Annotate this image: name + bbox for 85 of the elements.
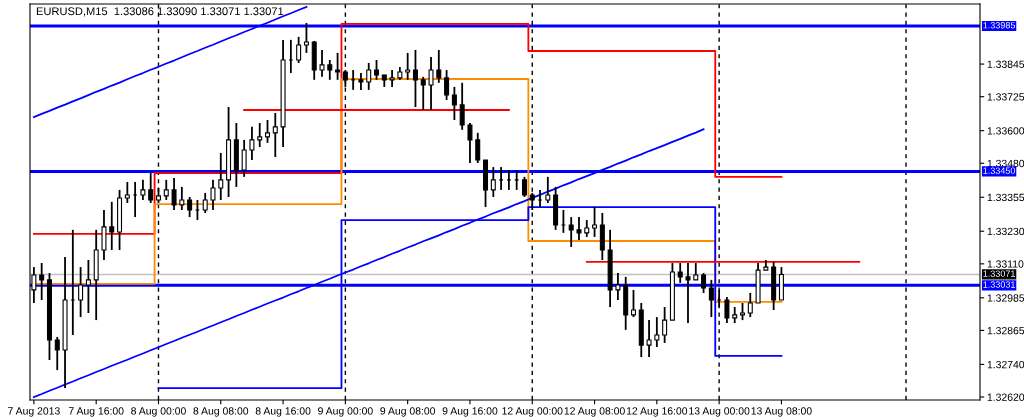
y-tick-label: 1.32865 [987,326,1024,335]
candlestick [335,52,341,81]
y-tick-label: 1.33725 [987,93,1024,101]
x-tick-label: 9 Aug 16:00 [442,407,498,417]
candlestick [490,166,496,198]
candlestick [296,35,302,64]
y-tick-label: 1.32620 [987,393,1024,401]
x-tick-label: 9 Aug 08:00 [380,407,436,417]
x-tick-label: 13 Aug 08:00 [751,407,812,417]
x-tick-label: 8 Aug 08:00 [193,407,249,417]
candlestick [708,278,714,319]
candlestick [654,316,660,348]
candlestick [444,69,450,101]
candlestick [747,292,753,319]
y-tick-label: 1.33600 [987,127,1024,135]
candlestick [39,262,45,301]
candlestick [78,266,84,319]
candlestick [405,52,411,81]
x-tick-label: 12 Aug 00:00 [502,407,563,417]
candlestick [319,49,325,78]
x-tick-label: 8 Aug 16:00 [255,407,311,417]
candlestick [140,178,146,201]
candlestick [241,138,247,178]
candlestick [568,216,574,248]
candlestick [210,178,216,211]
x-tick-label: 9 Aug 00:00 [318,407,373,417]
candlestick [389,69,395,88]
candlestick [171,177,177,211]
candlestick [662,306,668,344]
ref-line-label: 1.33071 [983,270,1015,277]
candlestick [451,85,457,121]
candlestick [459,81,465,131]
candlestick [592,206,598,238]
candlestick [109,200,115,251]
x-tick-label: 13 Aug 00:00 [689,407,750,417]
candlestick [179,186,185,211]
x-tick-label: 8 Aug 00:00 [131,407,186,417]
y-tick-label: 1.33845 [987,60,1024,68]
candlestick [85,259,91,314]
y-tick-label: 1.33355 [987,193,1024,202]
candlestick [701,272,707,294]
candlestick [327,59,333,81]
ref-line-label: 1.33450 [983,167,1016,174]
candlestick [436,49,442,84]
candlestick [724,296,730,324]
x-tick-label: 12 Aug 16:00 [626,407,688,417]
y-tick-label: 1.32985 [987,294,1024,302]
candlestick [412,49,418,108]
candlestick [685,262,691,324]
x-tick-label: 7 Aug 2013 [8,407,60,417]
candlestick [467,122,473,164]
candlestick [475,131,481,164]
candlestick [366,62,372,91]
candlestick [124,181,130,204]
y-tick-label: 1.32740 [987,360,1024,369]
candlestick [521,175,527,198]
candlestick [428,56,434,111]
candlestick [272,112,278,158]
candlestick [630,289,636,319]
y-tick-label: 1.33480 [987,159,1024,168]
candlestick [303,22,309,54]
candlestick [646,319,652,358]
candlestick [148,172,154,204]
candlestick [249,125,255,161]
candlestick [264,119,271,144]
candlestick [545,175,551,204]
candlestick [163,178,169,201]
x-tick-label: 12 Aug 08:00 [564,407,625,417]
candlestick [615,272,621,301]
ref-line-label: 1.33985 [983,22,1016,29]
candlestick [202,191,208,214]
ref-line-label: 1.33031 [983,281,1015,288]
chart-title: EURUSD,M15 1.33086 1.33090 1.33071 1.33071 [36,7,284,17]
candlestick [218,152,224,201]
candlestick [257,122,263,148]
y-tick-label: 1.33110 [987,260,1024,268]
candlestick [420,75,426,111]
candlestick [374,59,380,81]
candlestick [54,336,60,372]
y-tick-label: 1.33230 [987,227,1024,236]
candlestick [576,216,582,241]
x-tick-label: 7 Aug 16:00 [68,407,124,417]
candlestick [101,209,107,261]
candlestick [677,262,683,284]
candlestick [187,196,193,218]
